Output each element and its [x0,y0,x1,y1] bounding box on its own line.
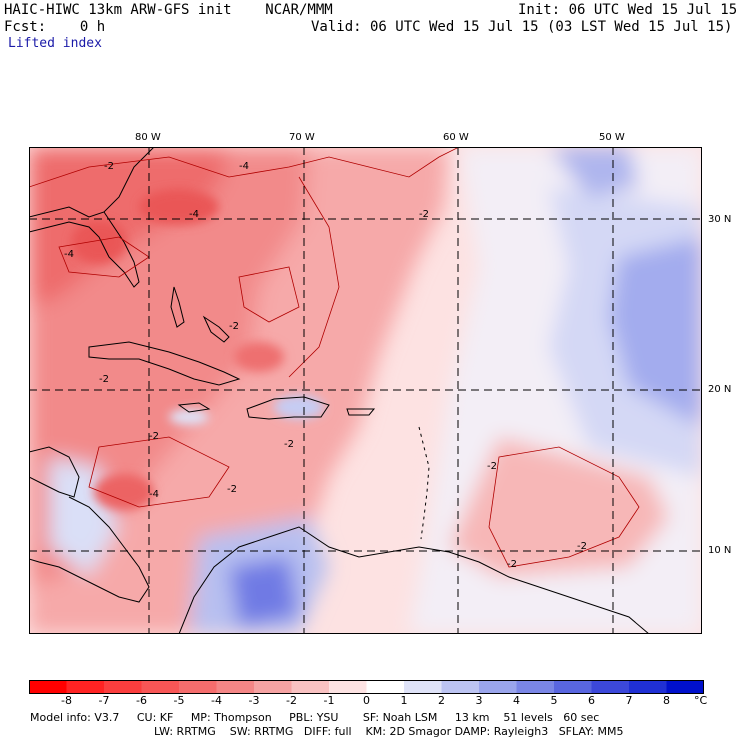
colorbar-tick-label: 1 [400,694,408,707]
contour-label-8: -2 [149,431,159,442]
contour-label-10: -2 [227,484,237,495]
colorbar-tick-label: 7 [625,694,633,707]
map-border [29,147,702,634]
plot-title: HAIC-HIWC 13km ARW-GFS init NCAR/MMM [4,2,333,18]
field-neg-spot-1 [139,189,219,225]
colorbar-swatch [666,680,704,694]
contour-minus2-carib [88,436,230,508]
colorbar-swatch [441,680,480,694]
contours [29,147,640,568]
colorbar-swatch [554,680,592,694]
contour-label-3: -4 [189,209,199,220]
lon-label-80w: 80 W [135,132,161,143]
contour-label-6: -2 [229,321,239,332]
lifted-index-map: -2 -4 -4 -4 -2 -2 -2 -2 -4 -2 -2 -2 -2 -… [29,147,702,634]
coast-hispaniola [246,396,330,420]
init-time: Init: 06 UTC Wed 15 Jul 15 [518,2,738,18]
field-pos-spot-hispaniola [274,395,324,419]
colorbar-tick-label: 3 [475,694,483,707]
coast-jamaica [177,402,211,413]
field-neg-spot-4 [234,342,284,372]
colorbar-tick-label: -1 [323,694,335,707]
colorbar [29,680,704,694]
footer-model-info-1: Model info: V3.7 CU: KF MP: Thompson PBL… [30,711,600,724]
coast-bahamas-2 [202,315,230,343]
contour-label-4: -4 [64,249,74,260]
contour-label-1: -2 [104,161,114,172]
contour-minus2-loop [238,266,300,323]
colorbar-swatch [404,680,442,694]
coastlines [29,147,650,634]
field-pos-strong [609,237,702,427]
coast-south-america [178,526,650,634]
colorbar-swatch [479,680,517,694]
colorbar-swatch [329,680,367,694]
colorbar-tick-label: -3 [248,694,260,707]
coast-us-east [29,147,155,218]
colorbar-tick-label: 5 [550,694,558,707]
colorbar-swatch [216,680,255,694]
field-pos-spot-cuba [169,409,209,425]
colorbar-swatch [291,680,330,694]
coast-central-america [29,496,150,603]
colorbar-swatch [629,680,667,694]
field-neg-band [449,437,669,577]
coast-cuba [88,341,241,386]
coast-puerto-rico [346,408,376,416]
contour-minus2-main [29,147,460,188]
field-pos-sa-strong [229,557,299,627]
colorbar-swatch [254,680,292,694]
field-neg-us [29,147,229,307]
coast-bahamas-1 [170,286,185,328]
colorbar-swatch [141,680,180,694]
colorbar-unit: °C [694,694,708,707]
lat-label-20n: 20 N [708,384,732,395]
lat-label-10n: 10 N [708,545,732,556]
colorbar-swatch [66,680,105,694]
lon-label-60w: 60 W [443,132,469,143]
coast-florida [29,211,140,288]
colorbar-tick-label: 4 [513,694,520,707]
graticule [29,147,702,634]
colorbar-tick-label: -4 [211,694,222,707]
contour-minus4 [58,236,150,278]
contour-label-12: -2 [487,461,497,472]
colorbar-tick-label: 2 [438,694,445,707]
contour-label-13: -2 [577,541,587,552]
contour-label-11: -2 [284,439,294,450]
colorbar-tick-label: -8 [61,694,72,707]
colorbar-swatch [516,680,555,694]
contour-minus2-west [288,176,340,378]
field-neg-spot-2 [71,220,127,264]
colorbar-swatch [104,680,142,694]
colorbar-tick-label: 6 [588,694,595,707]
contour-label-2: -4 [239,161,249,172]
colorbar-tick-label: -5 [173,694,185,707]
forecast-hour: Fcst: 0 h [4,19,106,35]
contour-label-14: -2 [507,559,517,570]
colorbar-tick-label: 8 [663,694,670,707]
contour-label-7: -2 [99,374,109,385]
lon-label-50w: 50 W [599,132,625,143]
colorbar-tick-label: -7 [98,694,110,707]
colorbar-swatch [591,680,630,694]
colorbar-tick-label: -2 [286,694,297,707]
colorbar-swatch [366,680,405,694]
colorbar-tick-label: 0 [363,694,370,707]
field-neg-spot-3 [94,474,154,510]
lon-label-70w: 70 W [289,132,315,143]
valid-time: Valid: 06 UTC Wed 15 Jul 15 (03 LST Wed … [311,19,733,35]
colorbar-swatch [179,680,217,694]
coast-yucatan [29,446,80,498]
colorbar-tick-label: -6 [136,694,147,707]
field-pos-north [549,147,639,197]
contour-label-5: -2 [419,209,429,220]
colorbar-swatch [29,680,67,694]
footer-model-info-2: LW: RRTMG SW: RRTMG DIFF: full KM: 2D Sm… [154,725,624,738]
contour-minus2-east [488,446,640,568]
field-name: Lifted index [8,36,102,51]
contour-label-9: -4 [149,489,159,500]
lat-label-30n: 30 N [708,214,732,225]
